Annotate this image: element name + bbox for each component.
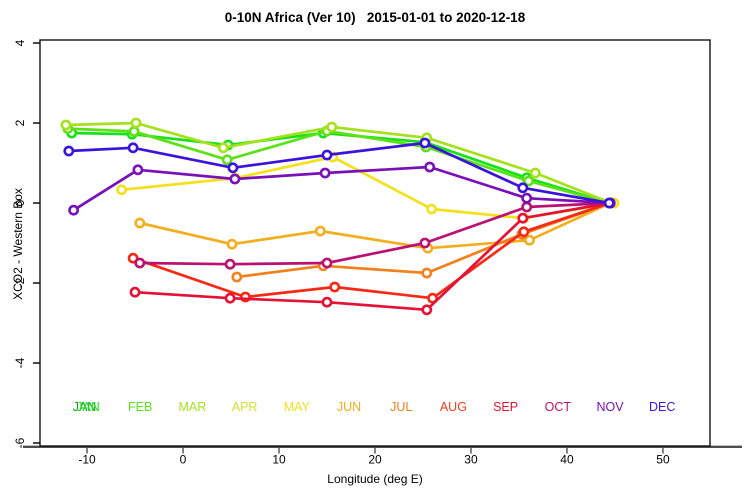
- series-line-jan: [70, 131, 611, 205]
- data-point-dec: [321, 149, 333, 161]
- data-point-aug: [518, 226, 530, 238]
- legend-month-oct: OCT: [545, 400, 572, 414]
- legend-month-apr: APR: [232, 400, 258, 414]
- series-line-may: [120, 155, 616, 220]
- legend-month-nov: NOV: [596, 400, 624, 414]
- data-point-mar: [529, 167, 541, 179]
- data-point-sep: [224, 292, 236, 304]
- data-point-sep: [517, 212, 529, 224]
- legend-month-jan-shadow: JAN: [73, 400, 97, 414]
- data-point-mar: [326, 121, 338, 133]
- data-point-aug: [427, 292, 438, 304]
- series-line-oct: [138, 201, 612, 266]
- data-point-oct: [134, 257, 146, 269]
- data-point-jun: [134, 217, 146, 229]
- data-point-oct: [224, 258, 236, 270]
- series-line-sep: [133, 201, 612, 312]
- data-point-nov: [132, 164, 144, 176]
- y-tick-label: -2: [13, 277, 27, 288]
- data-point-jun: [226, 238, 238, 250]
- series-line-jun: [138, 201, 612, 250]
- y-tick-label: -4: [13, 357, 27, 368]
- legend-month-dec: DEC: [649, 400, 675, 414]
- data-point-mar: [60, 119, 72, 131]
- data-point-mar: [130, 117, 142, 129]
- legend-month-sep: SEP: [493, 400, 518, 414]
- data-point-dec: [63, 145, 75, 157]
- plot-border: [39, 39, 711, 447]
- data-point-feb: [221, 154, 233, 166]
- data-point-dec: [127, 142, 139, 154]
- data-point-sep: [129, 286, 141, 298]
- y-tick-label: -6: [13, 437, 27, 448]
- data-point-oct: [419, 237, 431, 249]
- series-line-feb: [66, 127, 611, 205]
- data-point-sep: [421, 304, 433, 316]
- legend-month-feb: FEB: [128, 400, 152, 414]
- legend-month-may: MAY: [284, 400, 311, 414]
- y-axis-label: XCO2 - Western Box: [11, 188, 25, 300]
- data-point-oct: [321, 257, 333, 269]
- legend-month-jul: JUL: [390, 400, 412, 414]
- x-tick-label: 20: [368, 453, 382, 467]
- data-point-nov: [319, 167, 331, 179]
- data-point-oct: [521, 201, 533, 213]
- data-point-dec: [419, 137, 431, 149]
- data-point-nov: [68, 204, 79, 216]
- data-point-jul: [421, 267, 433, 279]
- data-point-aug: [127, 252, 139, 264]
- data-point-feb: [523, 175, 534, 187]
- x-tick-label: -10: [78, 453, 96, 467]
- x-axis-label: Longitude (deg E): [327, 472, 423, 486]
- y-tick-label: 4: [13, 39, 27, 46]
- legend-month-mar: MAR: [179, 400, 207, 414]
- data-point-aug: [329, 281, 341, 293]
- legend-month-jun: JUN: [337, 400, 361, 414]
- data-point-nov: [424, 161, 436, 173]
- data-point-nov: [229, 173, 241, 185]
- x-tick-label: 30: [464, 453, 478, 467]
- legend-month-jan: JAN: [76, 400, 100, 414]
- data-point-dec: [517, 182, 529, 194]
- data-point-jul: [231, 271, 243, 283]
- x-tick-label: 0: [180, 453, 187, 467]
- legend-month-aug: AUG: [440, 400, 467, 414]
- y-tick-label: 0: [13, 199, 27, 206]
- data-point-may: [116, 184, 127, 196]
- data-point-sep: [321, 296, 333, 308]
- data-point-jun: [524, 234, 535, 246]
- data-point-may: [426, 203, 437, 215]
- data-point-dec: [603, 197, 615, 209]
- data-point-nov: [521, 192, 533, 204]
- data-point-feb: [128, 125, 140, 137]
- data-point-dec: [227, 162, 239, 174]
- chart-title: 0-10N Africa (Ver 10) 2015-01-01 to 2020…: [224, 10, 526, 25]
- series-line-aug: [131, 201, 612, 300]
- x-tick-label: 10: [272, 453, 286, 467]
- data-point-mar: [217, 142, 229, 154]
- x-tick-label: 50: [656, 453, 670, 467]
- y-tick-label: 2: [13, 119, 27, 126]
- data-point-jun: [314, 225, 326, 237]
- x-tick-label: 40: [560, 453, 574, 467]
